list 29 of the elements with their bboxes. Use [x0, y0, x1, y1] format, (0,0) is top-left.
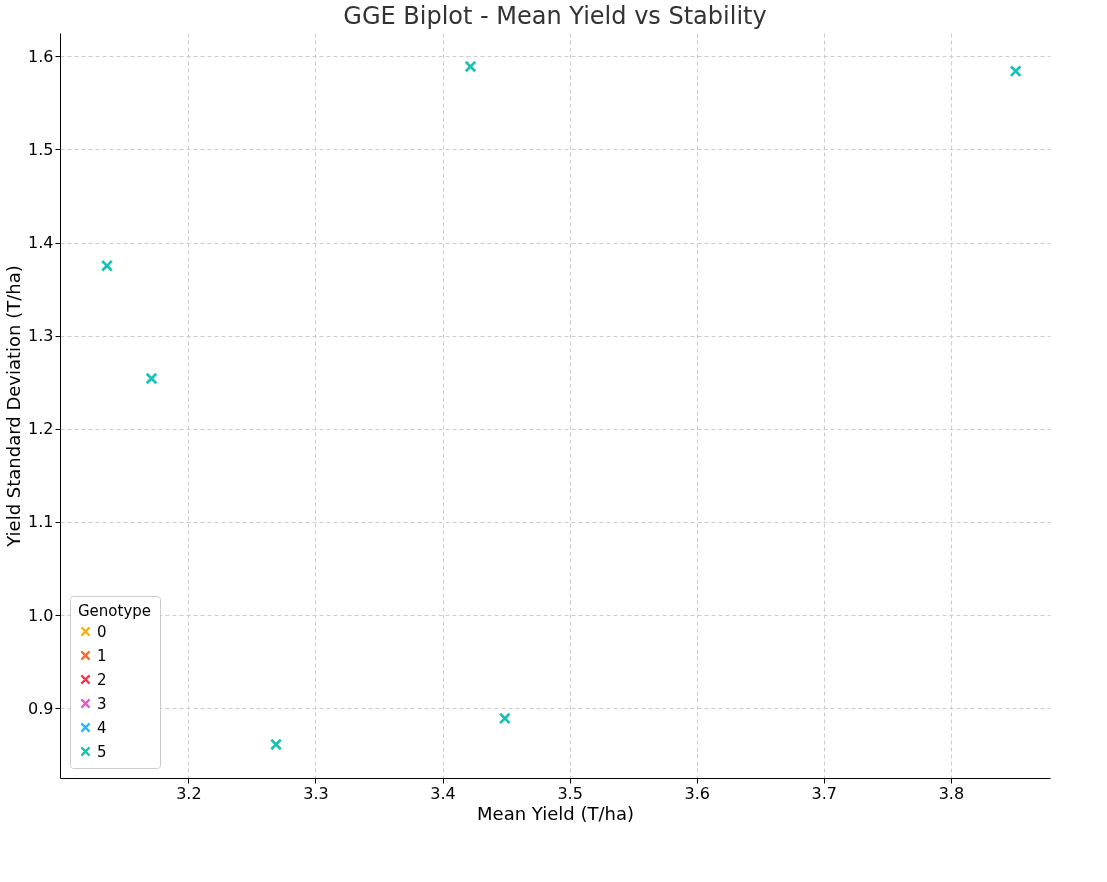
- x-tick-label: 3.7: [811, 783, 838, 803]
- y-tick-label: 0.9: [28, 698, 54, 718]
- legend-label: 4: [97, 718, 107, 737]
- x-tick-label: 3.2: [176, 783, 202, 803]
- legend-label: 0: [97, 622, 107, 641]
- legend-label: 3: [97, 694, 107, 713]
- point: [1009, 65, 1022, 77]
- y-tick-label: 1.2: [28, 419, 54, 439]
- x-tick-label: 3.4: [430, 783, 456, 803]
- y-tick-label: 1.0: [28, 605, 54, 625]
- point: [499, 712, 511, 725]
- y-tick-label: 1.4: [28, 233, 54, 253]
- x-tick-label: 3.6: [684, 783, 710, 803]
- legend-label: 1: [97, 646, 107, 665]
- x-tick-label: 3.5: [557, 783, 583, 803]
- x-axis-title: Mean Yield (T/ha): [477, 802, 634, 824]
- y-tick-label: 1.5: [28, 139, 54, 159]
- y-tick-label: 1.3: [28, 326, 54, 346]
- chart-title: GGE Biplot - Mean Yield vs Stability: [343, 2, 767, 30]
- legend-title: Genotype: [78, 602, 152, 620]
- point: [101, 260, 113, 272]
- x-tick-label: 3.8: [938, 783, 965, 803]
- y-tick-label: 1.6: [28, 46, 54, 66]
- x-tick-label: 3.3: [303, 783, 329, 803]
- legend-label: 2: [97, 670, 107, 689]
- point: [270, 738, 282, 751]
- legend-label: 5: [97, 742, 107, 761]
- y-axis-title: Yield Standard Deviation (T/ha): [3, 265, 25, 548]
- y-tick-label: 1.1: [28, 512, 54, 532]
